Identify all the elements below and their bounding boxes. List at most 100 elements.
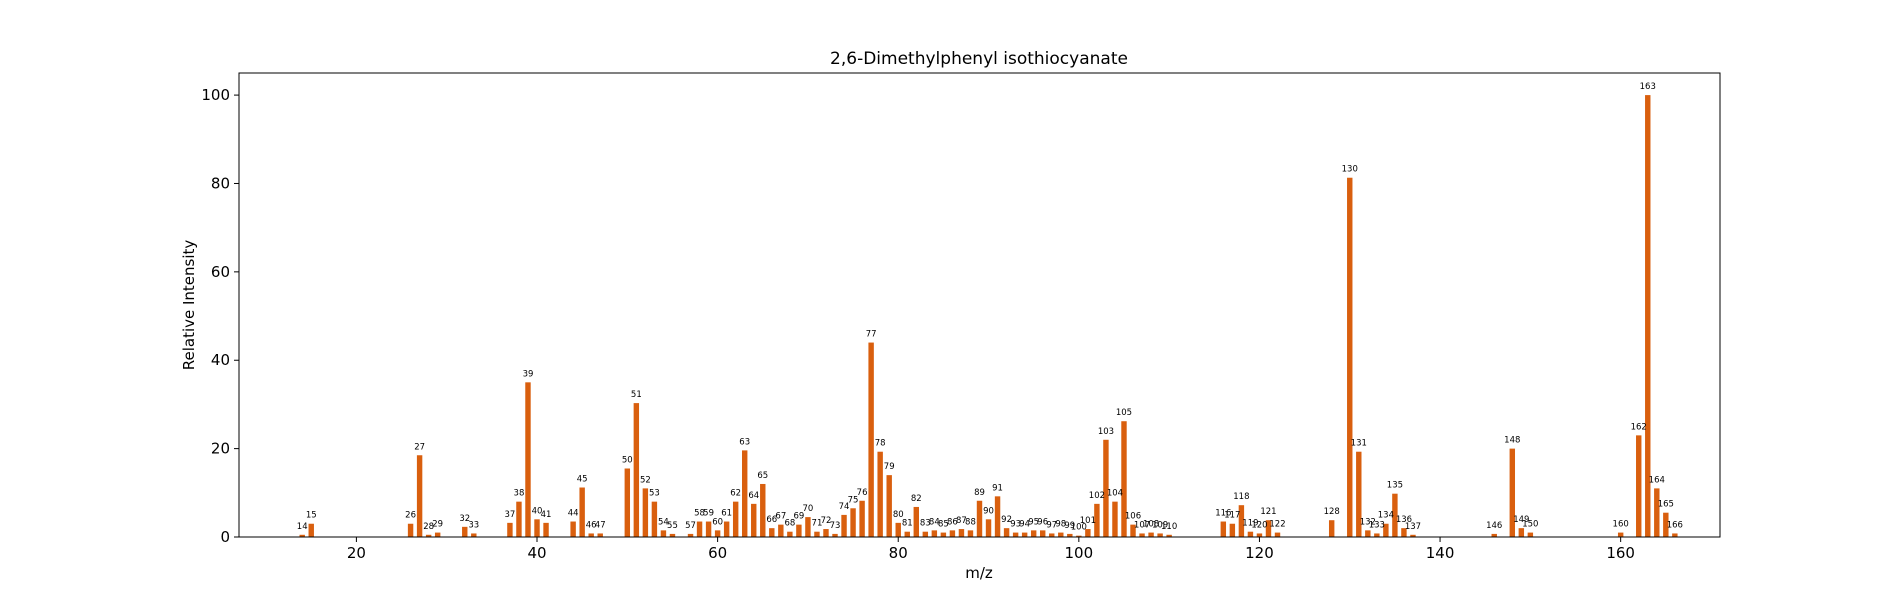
bar-mz-73 bbox=[832, 533, 838, 537]
peak-label-166: 166 bbox=[1667, 520, 1683, 530]
bar-mz-90 bbox=[985, 519, 992, 537]
peak-label-133: 133 bbox=[1369, 520, 1385, 530]
peak-label-88: 88 bbox=[965, 517, 976, 527]
peak-label-68: 68 bbox=[784, 519, 795, 529]
x-tick-label-100: 100 bbox=[1065, 544, 1094, 562]
bar-mz-164 bbox=[1654, 488, 1660, 537]
y-tick-label-100: 100 bbox=[201, 86, 230, 104]
peak-label-90: 90 bbox=[983, 506, 994, 516]
peak-label-38: 38 bbox=[514, 489, 525, 499]
bar-mz-149 bbox=[1518, 528, 1525, 537]
peak-label-15: 15 bbox=[306, 511, 317, 521]
bar-mz-37 bbox=[507, 522, 513, 537]
bar-mz-66 bbox=[769, 528, 775, 537]
peak-label-41: 41 bbox=[541, 510, 552, 520]
bar-mz-46 bbox=[588, 533, 594, 537]
peak-label-63: 63 bbox=[739, 437, 750, 447]
y-tick-label-80: 80 bbox=[211, 174, 230, 192]
chart-title: 2,6-Dimethylphenyl isothiocyanate bbox=[830, 49, 1128, 69]
peak-label-26: 26 bbox=[405, 511, 416, 521]
peak-label-87: 87 bbox=[956, 516, 967, 526]
peak-label-58: 58 bbox=[694, 509, 705, 519]
peak-label-98: 98 bbox=[1055, 520, 1066, 530]
bar-mz-91 bbox=[994, 496, 1001, 537]
bar-mz-166 bbox=[1672, 533, 1678, 537]
bar-mz-52 bbox=[642, 488, 649, 537]
peak-label-74: 74 bbox=[839, 502, 850, 512]
bar-mz-98 bbox=[1058, 532, 1064, 537]
bar-mz-61 bbox=[723, 521, 730, 537]
peak-label-104: 104 bbox=[1107, 489, 1123, 499]
peak-label-29: 29 bbox=[432, 520, 443, 530]
y-tick-label-60: 60 bbox=[211, 263, 230, 281]
bar-mz-95 bbox=[1030, 530, 1037, 537]
bar-mz-50 bbox=[624, 468, 631, 537]
bar-mz-101 bbox=[1085, 529, 1091, 537]
y-axis-label: Relative Intensity bbox=[180, 240, 198, 371]
bar-mz-99 bbox=[1067, 533, 1073, 537]
bar-mz-122 bbox=[1274, 532, 1281, 537]
peak-label-110: 110 bbox=[1161, 522, 1177, 532]
bar-mz-120 bbox=[1256, 533, 1263, 537]
peak-label-163: 163 bbox=[1640, 82, 1656, 92]
bar-mz-117 bbox=[1229, 523, 1236, 537]
bar-mz-62 bbox=[732, 501, 739, 537]
x-tick-label-120: 120 bbox=[1245, 544, 1274, 562]
peak-label-54: 54 bbox=[658, 517, 669, 527]
bar-mz-148 bbox=[1509, 448, 1516, 537]
bar-mz-94 bbox=[1021, 532, 1028, 537]
peak-label-103: 103 bbox=[1098, 427, 1114, 437]
peak-label-92: 92 bbox=[1001, 515, 1012, 525]
x-tick-label-60: 60 bbox=[708, 544, 727, 562]
bar-mz-100 bbox=[1076, 535, 1082, 537]
peak-label-122: 122 bbox=[1269, 520, 1285, 530]
peak-label-164: 164 bbox=[1649, 475, 1665, 485]
x-axis-ticks: 20 40 60 80 100 120 140 160 bbox=[347, 537, 1635, 562]
bar-mz-26 bbox=[407, 523, 414, 537]
bar-mz-40 bbox=[534, 519, 540, 537]
peak-label-148: 148 bbox=[1504, 436, 1520, 446]
peak-label-91: 91 bbox=[992, 483, 1003, 493]
peak-label-66: 66 bbox=[766, 515, 777, 525]
bar-mz-67 bbox=[778, 524, 784, 537]
peak-label-149: 149 bbox=[1513, 515, 1529, 525]
peak-label-128: 128 bbox=[1324, 507, 1340, 517]
bar-mz-53 bbox=[651, 501, 658, 537]
peak-label-75: 75 bbox=[848, 495, 859, 505]
peak-label-33: 33 bbox=[468, 520, 479, 530]
peak-label-47: 47 bbox=[595, 520, 606, 530]
bar-mz-78 bbox=[877, 451, 883, 537]
bar-mz-163 bbox=[1645, 95, 1651, 537]
peak-label-62: 62 bbox=[730, 489, 741, 499]
bar-mz-29 bbox=[434, 532, 441, 537]
peak-label-83: 83 bbox=[920, 519, 931, 529]
bar-mz-60 bbox=[714, 530, 721, 537]
peak-label-109: 109 bbox=[1152, 520, 1168, 530]
peak-label-55: 55 bbox=[667, 521, 678, 531]
bar-mz-104 bbox=[1112, 501, 1118, 537]
peak-label-102: 102 bbox=[1089, 491, 1105, 501]
peak-label-53: 53 bbox=[649, 489, 660, 499]
bar-mz-39 bbox=[525, 382, 531, 537]
bar-mz-41 bbox=[543, 522, 549, 537]
bar-mz-59 bbox=[705, 521, 712, 537]
bar-mz-38 bbox=[516, 501, 522, 537]
peak-label-106: 106 bbox=[1125, 512, 1141, 522]
peak-label-72: 72 bbox=[821, 516, 832, 526]
bar-mz-128 bbox=[1328, 520, 1335, 537]
peak-label-134: 134 bbox=[1378, 511, 1394, 521]
bar-mz-97 bbox=[1049, 533, 1055, 537]
peak-label-105: 105 bbox=[1116, 408, 1132, 418]
peak-label-165: 165 bbox=[1658, 500, 1674, 510]
bar-mz-133 bbox=[1374, 533, 1380, 537]
peak-label-117: 117 bbox=[1224, 511, 1240, 521]
bar-mz-68 bbox=[787, 531, 793, 537]
bar-mz-82 bbox=[913, 506, 919, 537]
peak-label-108: 108 bbox=[1143, 520, 1159, 530]
plot-frame bbox=[238, 72, 1721, 538]
x-tick-label-80: 80 bbox=[889, 544, 908, 562]
bar-mz-74 bbox=[841, 514, 847, 537]
peak-label-99: 99 bbox=[1064, 521, 1075, 531]
y-tick-label-0: 0 bbox=[220, 528, 230, 546]
